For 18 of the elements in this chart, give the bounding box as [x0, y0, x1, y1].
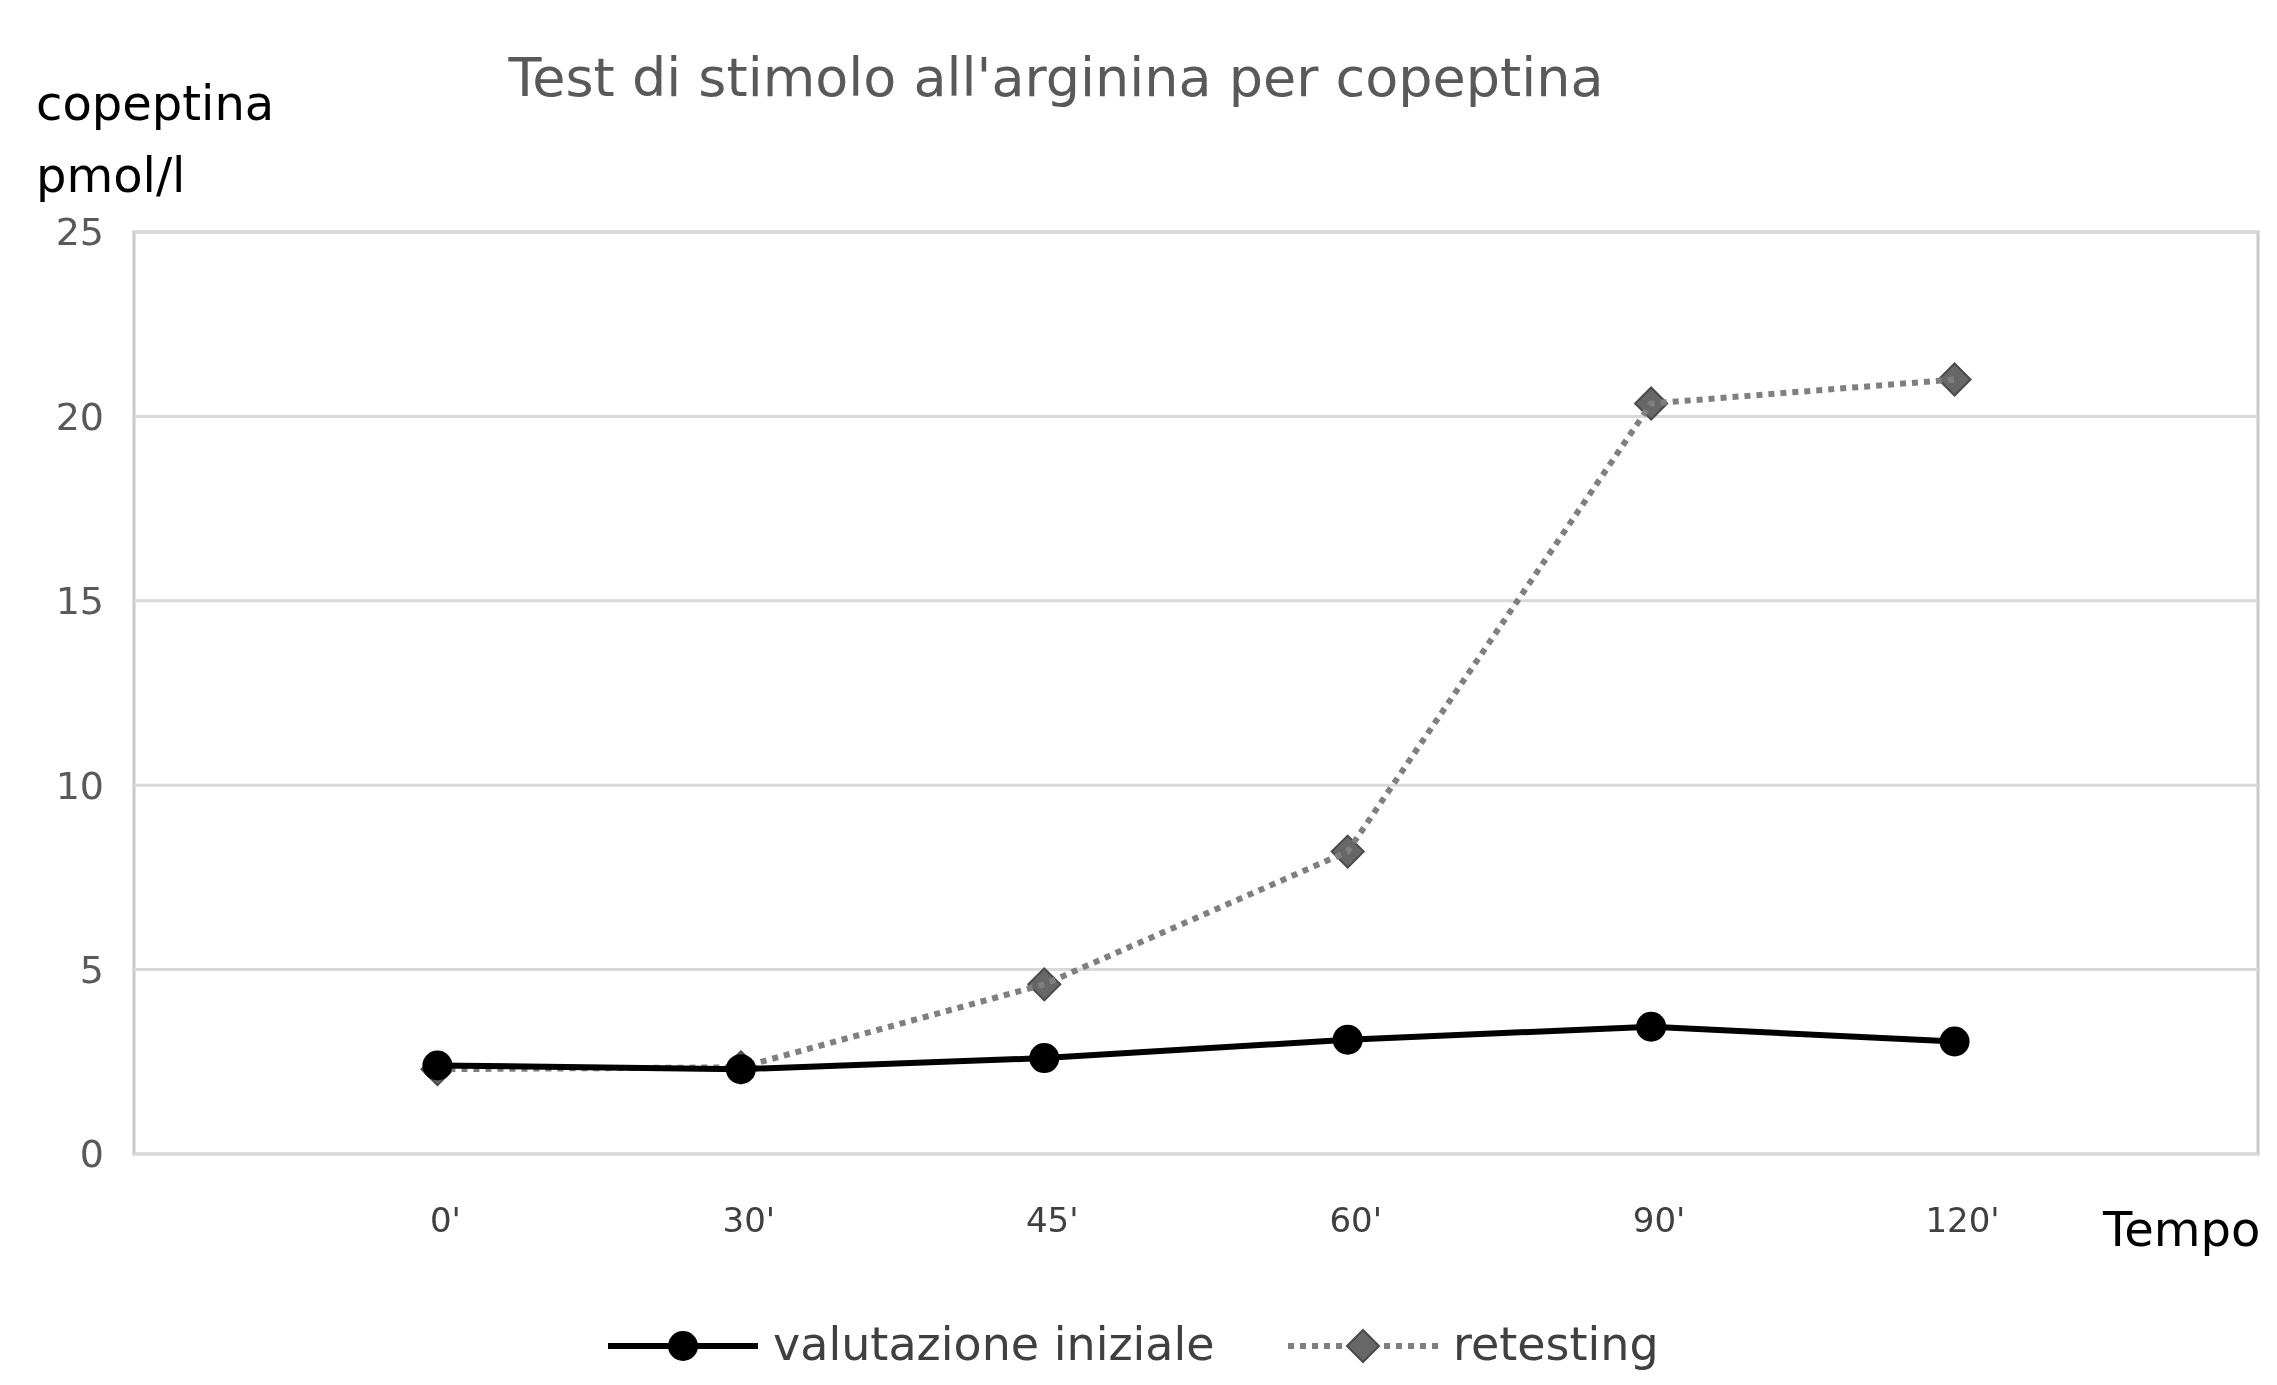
- x-tick-label: 0': [429, 1200, 461, 1240]
- y-tick-label: 0: [79, 1132, 104, 1177]
- y-axis-title: copeptina pmol/l: [36, 75, 275, 203]
- y-tick-label: 15: [55, 579, 104, 624]
- x-tick-label: 30': [722, 1200, 776, 1240]
- legend-label: valutazione iniziale: [773, 1317, 1215, 1371]
- y-tick-label: 25: [55, 210, 104, 255]
- chart-title: Test di stimolo all'arginina per copeptina: [507, 46, 1604, 109]
- x-tick-label: 90': [1632, 1200, 1686, 1240]
- x-tick-label: 45': [1025, 1200, 1079, 1240]
- y-tick-label: 5: [79, 947, 104, 992]
- legend-label: retesting: [1453, 1317, 1659, 1371]
- y-tick-label: 20: [55, 394, 104, 439]
- point: [1937, 362, 1972, 397]
- x-axis-title: Tempo: [2102, 1201, 2261, 1257]
- x-tick-label: 120': [1925, 1200, 2000, 1240]
- y-tick-label: 10: [55, 763, 104, 808]
- x-tick-label: 60': [1329, 1200, 1383, 1240]
